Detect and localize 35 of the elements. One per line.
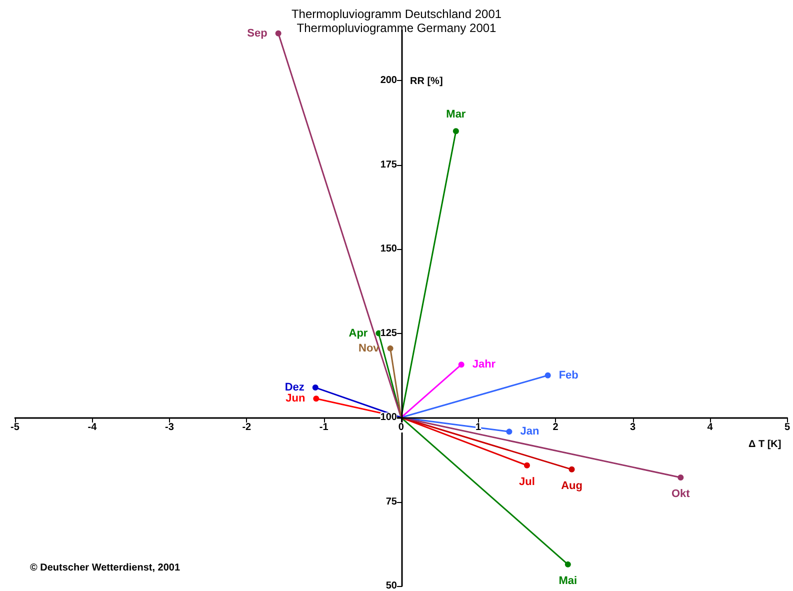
y-tick-label: 175	[380, 159, 398, 170]
series-label: Mar	[446, 108, 466, 121]
series-label: Jahr	[472, 358, 496, 371]
y-tick-label: 50	[386, 580, 398, 591]
y-tick-label: 75	[386, 496, 398, 508]
y-tick-label: 100	[380, 412, 398, 424]
series-label: Dez	[284, 382, 305, 394]
x-tick-label: -1	[319, 422, 329, 434]
series-label: Aug	[561, 480, 582, 492]
x-tick-label: -3	[164, 422, 174, 434]
x-tick-label: 2	[552, 422, 559, 434]
y-tick-label: 200	[380, 75, 398, 86]
x-tick-label: -2	[242, 422, 252, 434]
y-axis-title: RR [%]	[410, 76, 443, 88]
series-label: Jul	[519, 476, 535, 488]
series-label: Okt	[671, 488, 690, 500]
x-tick-label: 4	[707, 422, 714, 434]
x-axis-title: Δ T [K]	[748, 439, 782, 450]
x-tick-label: -5	[10, 422, 20, 434]
annotation: © Deutscher Wetterdienst, 2001	[30, 562, 180, 574]
series-label: Jun	[286, 392, 306, 405]
x-tick-label: 3	[630, 422, 636, 434]
x-tick-label: 0	[398, 422, 404, 434]
series-label: Sep	[247, 27, 268, 40]
y-tick-label: 125	[380, 328, 398, 339]
series-label: Apr	[348, 327, 368, 340]
series-label: Mai	[558, 574, 578, 587]
x-tick-label: 5	[784, 422, 790, 434]
series-label: Nov	[358, 342, 380, 354]
series-label: Feb	[558, 369, 579, 382]
chart-title: Thermopluviogramm Deutschland 2001 Thermopluviogramme Germany 2001	[291, 7, 502, 35]
x-tick-label: -4	[88, 422, 98, 434]
y-tick-label: 150	[380, 244, 398, 255]
series-label: Jan	[520, 426, 540, 438]
x-tick-label: 1	[476, 422, 482, 434]
